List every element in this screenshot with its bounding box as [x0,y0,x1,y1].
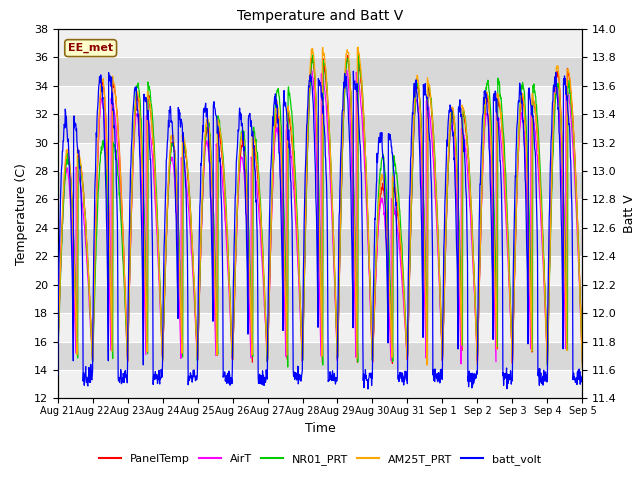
Bar [58,342,582,370]
Bar [58,143,582,171]
Bar [58,313,582,342]
Y-axis label: Temperature (C): Temperature (C) [15,163,28,264]
Title: Temperature and Batt V: Temperature and Batt V [237,10,403,24]
Bar [58,171,582,199]
Text: EE_met: EE_met [68,43,113,53]
X-axis label: Time: Time [305,421,335,434]
Bar [58,199,582,228]
Y-axis label: Batt V: Batt V [623,194,636,233]
Bar [58,256,582,285]
Bar [58,228,582,256]
Bar [58,370,582,398]
Bar [58,114,582,143]
Bar [58,29,582,57]
Legend: PanelTemp, AirT, NR01_PRT, AM25T_PRT, batt_volt: PanelTemp, AirT, NR01_PRT, AM25T_PRT, ba… [94,450,546,469]
Bar [58,57,582,85]
Bar [58,285,582,313]
Bar [58,85,582,114]
